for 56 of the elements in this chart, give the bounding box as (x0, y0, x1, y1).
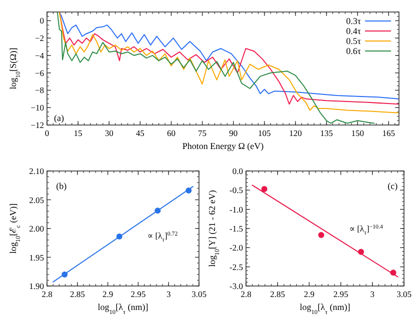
y-tick-label: 1.90 (29, 281, 44, 291)
y-tick-label: -1.5 (230, 224, 243, 234)
y-tick-label: 2.10 (29, 166, 44, 176)
x-tick-label: 2.85 (270, 289, 286, 299)
y-tick-label: −12 (30, 120, 44, 130)
y-tick-label: −8 (34, 85, 44, 96)
y-tick-label: 1.95 (29, 252, 44, 262)
x-tick-label: 3 (370, 289, 375, 299)
legend-label: 0.4τ (346, 26, 362, 36)
x-axis-title: log$_{10}$[λ$_{τ}$ (nm)] (98, 302, 148, 316)
x-tick-label: 2.9 (304, 289, 315, 299)
x-tick-label: 2.8 (240, 289, 252, 299)
x-tick-label: 120 (289, 128, 302, 138)
x-tick-label: 75 (198, 128, 207, 138)
y-tick-label: -2.0 (230, 242, 243, 253)
y-tick-label: −2 (34, 33, 44, 44)
y-tick-label: 0.0 (232, 166, 243, 176)
x-tick-label: 45 (136, 128, 144, 138)
annotation: ∝ [λ$_{τ}$]$^{−10.4}$ (349, 224, 383, 236)
y-tick-label: −4 (34, 50, 45, 60)
y-tick-label: −10 (30, 102, 44, 113)
annotation: ∝ [λ$_{τ}$]$^{0.72}$ (147, 230, 178, 244)
point (318, 232, 324, 238)
x-axis-title: log$_{10}$[λ$_{τ}$ (nm)] (300, 302, 350, 316)
x-tick-label: 150 (351, 128, 364, 138)
x-tick-label: 2.8 (42, 289, 52, 299)
y-tick-label: -1.0 (230, 204, 243, 214)
y-tick-label: -3.0 (230, 281, 243, 291)
legend-label: 0.6τ (346, 46, 362, 56)
point (261, 186, 268, 192)
x-tick-label: 2.95 (130, 289, 146, 299)
x-axis-title: Photon Energy Ω (eV) (182, 141, 264, 151)
y-tick-label: -0.5 (230, 185, 243, 196)
annotation: (b) (56, 180, 67, 191)
x-tick-label: 2.95 (333, 289, 348, 299)
x-tick-label: 135 (320, 128, 333, 138)
y-tick-label: 2.05 (29, 194, 44, 205)
x-tick-label: 3 (166, 289, 171, 299)
y-tick-label: −6 (34, 68, 44, 78)
x-tick-label: 2.9 (102, 289, 114, 299)
legend-label: 0.5τ (346, 36, 362, 46)
x-tick-label: 3.05 (192, 289, 206, 299)
y-tick-label: -2.5 (230, 262, 243, 272)
annotation: (c) (388, 180, 398, 191)
x-tick-label: 3.05 (396, 289, 412, 299)
annotation: (a) (54, 113, 64, 124)
x-tick-label: 30 (104, 128, 114, 138)
legend-label: 0.3τ (346, 16, 362, 26)
x-tick-label: 165 (382, 128, 396, 138)
x-tick-label: 90 (229, 128, 238, 138)
y-tick-label: 0 (40, 16, 44, 26)
x-tick-label: 2.85 (70, 289, 85, 299)
x-tick-label: 15 (74, 128, 82, 138)
y-tick-label: 2.00 (29, 224, 44, 234)
x-tick-label: 105 (258, 128, 271, 138)
x-tick-label: 60 (166, 128, 176, 138)
